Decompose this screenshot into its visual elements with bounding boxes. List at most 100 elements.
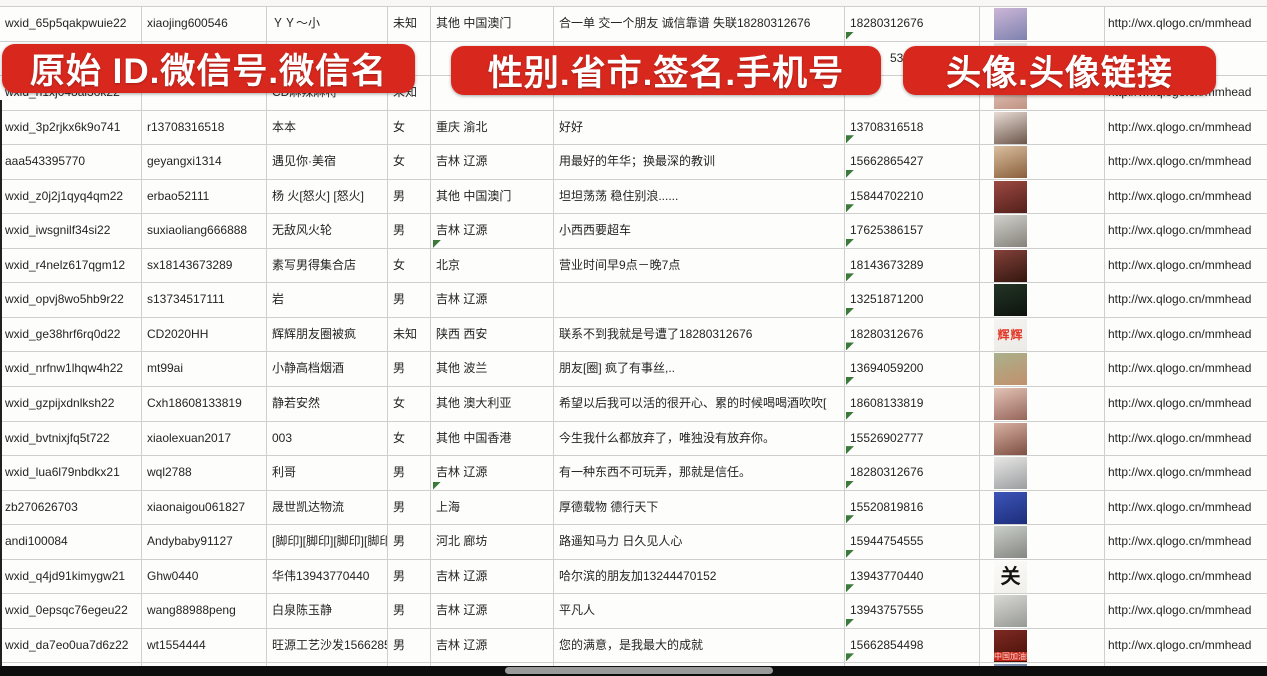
cell-avatar-link[interactable]: http://wx.qlogo.cn/mmhead bbox=[1108, 465, 1252, 480]
cell-phone[interactable]: 18280312676 bbox=[845, 317, 980, 352]
cell-wechat-no[interactable]: Ghw0440 bbox=[142, 559, 267, 594]
cell-original-id[interactable]: wxid_r4nelz617qgm12 bbox=[0, 248, 142, 283]
cell-wechat-no[interactable]: xiaolexuan2017 bbox=[142, 421, 267, 456]
cell-original-id[interactable]: wxid_iwsgnilf34si22 bbox=[0, 214, 142, 248]
cell-original-id[interactable]: wxid_gzpijxdnlksh22 bbox=[0, 387, 142, 421]
cell-avatar[interactable] bbox=[980, 7, 1105, 41]
cell-signature[interactable]: 今生我什么都放弃了，唯独没有放弃你。 bbox=[554, 421, 845, 456]
cell-avatar-link[interactable]: http://wx.qlogo.cn/mmhead bbox=[1108, 534, 1252, 549]
cell-signature[interactable]: 坦坦荡荡 稳住别浪...... bbox=[554, 179, 845, 214]
cell-signature[interactable] bbox=[554, 283, 845, 317]
cell-phone[interactable]: 15662854498 bbox=[845, 628, 980, 663]
cell-avatar-link[interactable]: http://wx.qlogo.cn/mmhead bbox=[1108, 326, 1252, 341]
cell-region[interactable]: 吉林 辽源 bbox=[431, 559, 554, 594]
cell-avatar-link[interactable]: http://wx.qlogo.cn/mmhead bbox=[1108, 223, 1252, 238]
cell-avatar[interactable] bbox=[980, 179, 1105, 214]
cell-region[interactable]: 吉林 辽源 bbox=[431, 594, 554, 628]
cell-phone[interactable]: 15520819816 bbox=[845, 490, 980, 525]
cell-avatar[interactable] bbox=[980, 352, 1105, 387]
cell-wechat-no[interactable]: wql2788 bbox=[142, 456, 267, 490]
cell-region[interactable]: 河北 廊坊 bbox=[431, 525, 554, 559]
cell-phone[interactable]: 13251871200 bbox=[845, 283, 980, 317]
cell-original-id[interactable]: wxid_da7eo0ua7d6z22 bbox=[0, 628, 142, 663]
cell-region[interactable]: 吉林 辽源 bbox=[431, 456, 554, 490]
cell-avatar-link[interactable]: http://wx.qlogo.cn/mmhead bbox=[1108, 16, 1252, 30]
cell-nickname[interactable]: 岩 bbox=[267, 283, 388, 317]
cell-avatar-link[interactable]: http://wx.qlogo.cn/mmhead bbox=[1108, 257, 1252, 272]
cell-nickname[interactable]: ＹＹ～小 bbox=[267, 7, 388, 41]
cell-original-id[interactable]: wxid_3p2rjkx6k9o741 bbox=[0, 110, 142, 145]
cell-wechat-no[interactable]: CD2020HH bbox=[142, 317, 267, 352]
cell-gender[interactable]: 女 bbox=[388, 248, 431, 283]
cell-signature[interactable]: 希望以后我可以活的很开心、累的时候喝喝酒吹吹[ bbox=[554, 387, 845, 421]
cell-avatar[interactable] bbox=[980, 490, 1105, 525]
cell-wechat-no[interactable]: geyangxi1314 bbox=[142, 145, 267, 179]
cell-region[interactable]: 北京 bbox=[431, 248, 554, 283]
cell-wechat-no[interactable]: wang88988peng bbox=[142, 594, 267, 628]
cell-wechat-no[interactable]: wt1554444 bbox=[142, 628, 267, 663]
cell-region[interactable]: 其他 澳大利亚 bbox=[431, 387, 554, 421]
cell-gender[interactable]: 未知 bbox=[388, 7, 431, 41]
cell-signature[interactable]: 小西西要超车 bbox=[554, 214, 845, 248]
cell-wechat-no[interactable]: s13734517111 bbox=[142, 283, 267, 317]
cell-phone[interactable]: 15662865427 bbox=[845, 145, 980, 179]
cell-nickname[interactable]: 杨 火[怒火] [怒火] bbox=[267, 179, 388, 214]
cell-gender[interactable]: 男 bbox=[388, 490, 431, 525]
cell-gender[interactable]: 女 bbox=[388, 145, 431, 179]
cell-signature[interactable]: 您的满意，是我最大的成就 bbox=[554, 628, 845, 663]
cell-original-id[interactable]: wxid_nrfnw1lhqw4h22 bbox=[0, 352, 142, 387]
cell-phone[interactable]: 18143673289 bbox=[845, 248, 980, 283]
cell-wechat-no[interactable]: sx18143673289 bbox=[142, 248, 267, 283]
cell-avatar[interactable]: 关 bbox=[980, 559, 1105, 594]
horizontal-scrollbar[interactable] bbox=[505, 667, 773, 674]
cell-avatar[interactable] bbox=[980, 456, 1105, 490]
cell-wechat-no[interactable]: Andybaby91127 bbox=[142, 525, 267, 559]
cell-signature[interactable]: 营业时间早9点－晚7点 bbox=[554, 248, 845, 283]
cell-phone[interactable]: 18608133819 bbox=[845, 387, 980, 421]
cell-avatar-link[interactable]: http://wx.qlogo.cn/mmhead bbox=[1108, 119, 1252, 134]
cell-gender[interactable] bbox=[388, 41, 431, 76]
cell-gender[interactable]: 男 bbox=[388, 525, 431, 559]
cell-phone[interactable]: 18280312676 bbox=[845, 456, 980, 490]
cell-original-id[interactable]: wxid_lua6l79nbdkx21 bbox=[0, 456, 142, 490]
cell-original-id[interactable]: wxid_0epsqc76egeu22 bbox=[0, 594, 142, 628]
cell-nickname[interactable]: 华伟13943770440 bbox=[267, 559, 388, 594]
cell-gender[interactable]: 男 bbox=[388, 628, 431, 663]
cell-gender[interactable]: 男 bbox=[388, 179, 431, 214]
cell-original-id[interactable]: aaa543395770 bbox=[0, 145, 142, 179]
cell-phone[interactable]: 13943757555 bbox=[845, 594, 980, 628]
cell-region[interactable]: 吉林 辽源 bbox=[431, 145, 554, 179]
cell-avatar-link[interactable]: http://wx.qlogo.cn/mmhead bbox=[1108, 637, 1252, 652]
cell-avatar-link[interactable]: http://wx.qlogo.cn/mmhead bbox=[1108, 396, 1252, 411]
cell-phone[interactable]: 18280312676 bbox=[845, 7, 980, 41]
cell-region[interactable]: 其他 中国澳门 bbox=[431, 7, 554, 41]
cell-original-id[interactable]: wxid_bvtnixjfq5t722 bbox=[0, 421, 142, 456]
cell-avatar-link[interactable]: http://wx.qlogo.cn/mmhead bbox=[1108, 603, 1252, 618]
cell-region[interactable]: 陕西 西安 bbox=[431, 317, 554, 352]
cell-avatar[interactable] bbox=[980, 248, 1105, 283]
cell-original-id[interactable]: wxid_ge38hrf6rq0d22 bbox=[0, 317, 142, 352]
cell-signature[interactable]: 用最好的年华；换最深的教训 bbox=[554, 145, 845, 179]
cell-avatar[interactable] bbox=[980, 283, 1105, 317]
cell-original-id[interactable]: wxid_opvj8wo5hb9r22 bbox=[0, 283, 142, 317]
cell-region[interactable]: 其他 中国澳门 bbox=[431, 179, 554, 214]
cell-avatar-link[interactable]: http://wx.qlogo.cn/mmhead bbox=[1108, 361, 1252, 376]
cell-nickname[interactable]: 小静高档烟酒 bbox=[267, 352, 388, 387]
cell-region[interactable]: 吉林 辽源 bbox=[431, 628, 554, 663]
cell-signature[interactable]: 有一种东西不可玩弄，那就是信任。 bbox=[554, 456, 845, 490]
cell-nickname[interactable]: 003 bbox=[267, 421, 388, 456]
cell-wechat-no[interactable]: erbao52111 bbox=[142, 179, 267, 214]
cell-gender[interactable]: 女 bbox=[388, 110, 431, 145]
cell-gender[interactable]: 女 bbox=[388, 421, 431, 456]
cell-original-id[interactable]: zb270626703 bbox=[0, 490, 142, 525]
cell-nickname[interactable]: 遇见你·美宿 bbox=[267, 145, 388, 179]
cell-phone[interactable]: 13943770440 bbox=[845, 559, 980, 594]
cell-phone[interactable]: 15526902777 bbox=[845, 421, 980, 456]
cell-nickname[interactable]: 旺源工艺沙发15662854498 bbox=[267, 628, 388, 663]
cell-nickname[interactable]: 辉辉朋友圈被疯 bbox=[267, 317, 388, 352]
cell-signature[interactable]: 好好 bbox=[554, 110, 845, 145]
cell-wechat-no[interactable]: Cxh18608133819 bbox=[142, 387, 267, 421]
cell-signature[interactable]: 联系不到我就是号遭了18280312676 bbox=[554, 317, 845, 352]
cell-phone[interactable]: 17625386157 bbox=[845, 214, 980, 248]
cell-avatar[interactable] bbox=[980, 525, 1105, 559]
